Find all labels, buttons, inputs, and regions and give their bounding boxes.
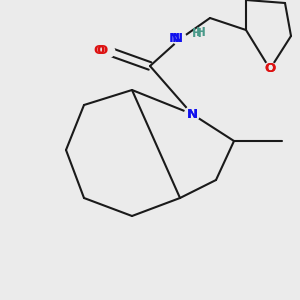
Circle shape (101, 44, 115, 58)
Circle shape (263, 62, 277, 76)
Text: O: O (264, 62, 276, 76)
Text: N: N (186, 107, 198, 121)
Text: O: O (93, 44, 105, 58)
Circle shape (173, 32, 187, 46)
Text: H: H (192, 27, 201, 40)
Text: N: N (186, 107, 198, 121)
Text: O: O (264, 62, 276, 76)
Text: N: N (168, 32, 180, 46)
Text: O: O (96, 44, 108, 58)
Text: H: H (196, 26, 206, 40)
Circle shape (184, 106, 200, 122)
Text: N: N (171, 32, 183, 46)
